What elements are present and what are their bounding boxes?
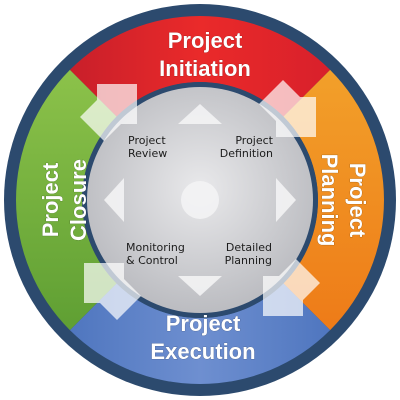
closure-label-line2: Closure bbox=[66, 159, 91, 241]
initiation-label-line1: Project bbox=[168, 28, 243, 53]
planning-label: Project Planning bbox=[317, 153, 371, 247]
center-arrow-left-icon bbox=[104, 178, 124, 222]
center-top-right-line1: Project bbox=[235, 134, 273, 147]
center-top-right-line2: Definition bbox=[220, 147, 273, 160]
initiation-label-line2: Initiation bbox=[159, 56, 251, 81]
center-bottom-left-label: Monitoring & Control bbox=[126, 241, 185, 267]
center-top-left-line1: Project bbox=[128, 134, 166, 147]
center-dot-icon bbox=[181, 181, 219, 219]
center-bottom-left-line2: & Control bbox=[126, 254, 178, 267]
center-top-left-line2: Review bbox=[128, 147, 167, 160]
arrow-execution-to-closure-icon bbox=[84, 263, 141, 320]
center-arrows bbox=[104, 104, 296, 296]
center-bottom-right-line1: Detailed bbox=[226, 241, 272, 254]
center-bottom-left-line1: Monitoring bbox=[126, 241, 185, 254]
closure-label-line1: Project bbox=[38, 162, 63, 237]
arrow-closure-to-initiation-icon bbox=[80, 84, 137, 141]
arrow-initiation-to-planning-icon bbox=[259, 80, 316, 137]
center-arrow-up-icon bbox=[178, 104, 222, 124]
execution-label-line1: Project bbox=[166, 311, 241, 336]
initiation-label: Project Initiation bbox=[159, 28, 251, 82]
planning-label-line1: Project bbox=[345, 163, 370, 238]
center-arrow-right-icon bbox=[276, 178, 296, 222]
center-top-right-label: Project Definition bbox=[220, 134, 274, 160]
execution-label-line2: Execution bbox=[150, 339, 255, 364]
center-top-left-label: Project Review bbox=[128, 134, 167, 160]
arrow-planning-to-execution-icon bbox=[263, 259, 320, 316]
execution-label: Project Execution bbox=[150, 311, 256, 365]
closure-label: Project Closure bbox=[38, 159, 92, 242]
center-arrow-down-icon bbox=[178, 276, 222, 296]
center-bottom-right-line2: Planning bbox=[225, 254, 272, 267]
planning-label-line2: Planning bbox=[317, 154, 342, 247]
center-bottom-right-label: Detailed Planning bbox=[225, 241, 272, 267]
